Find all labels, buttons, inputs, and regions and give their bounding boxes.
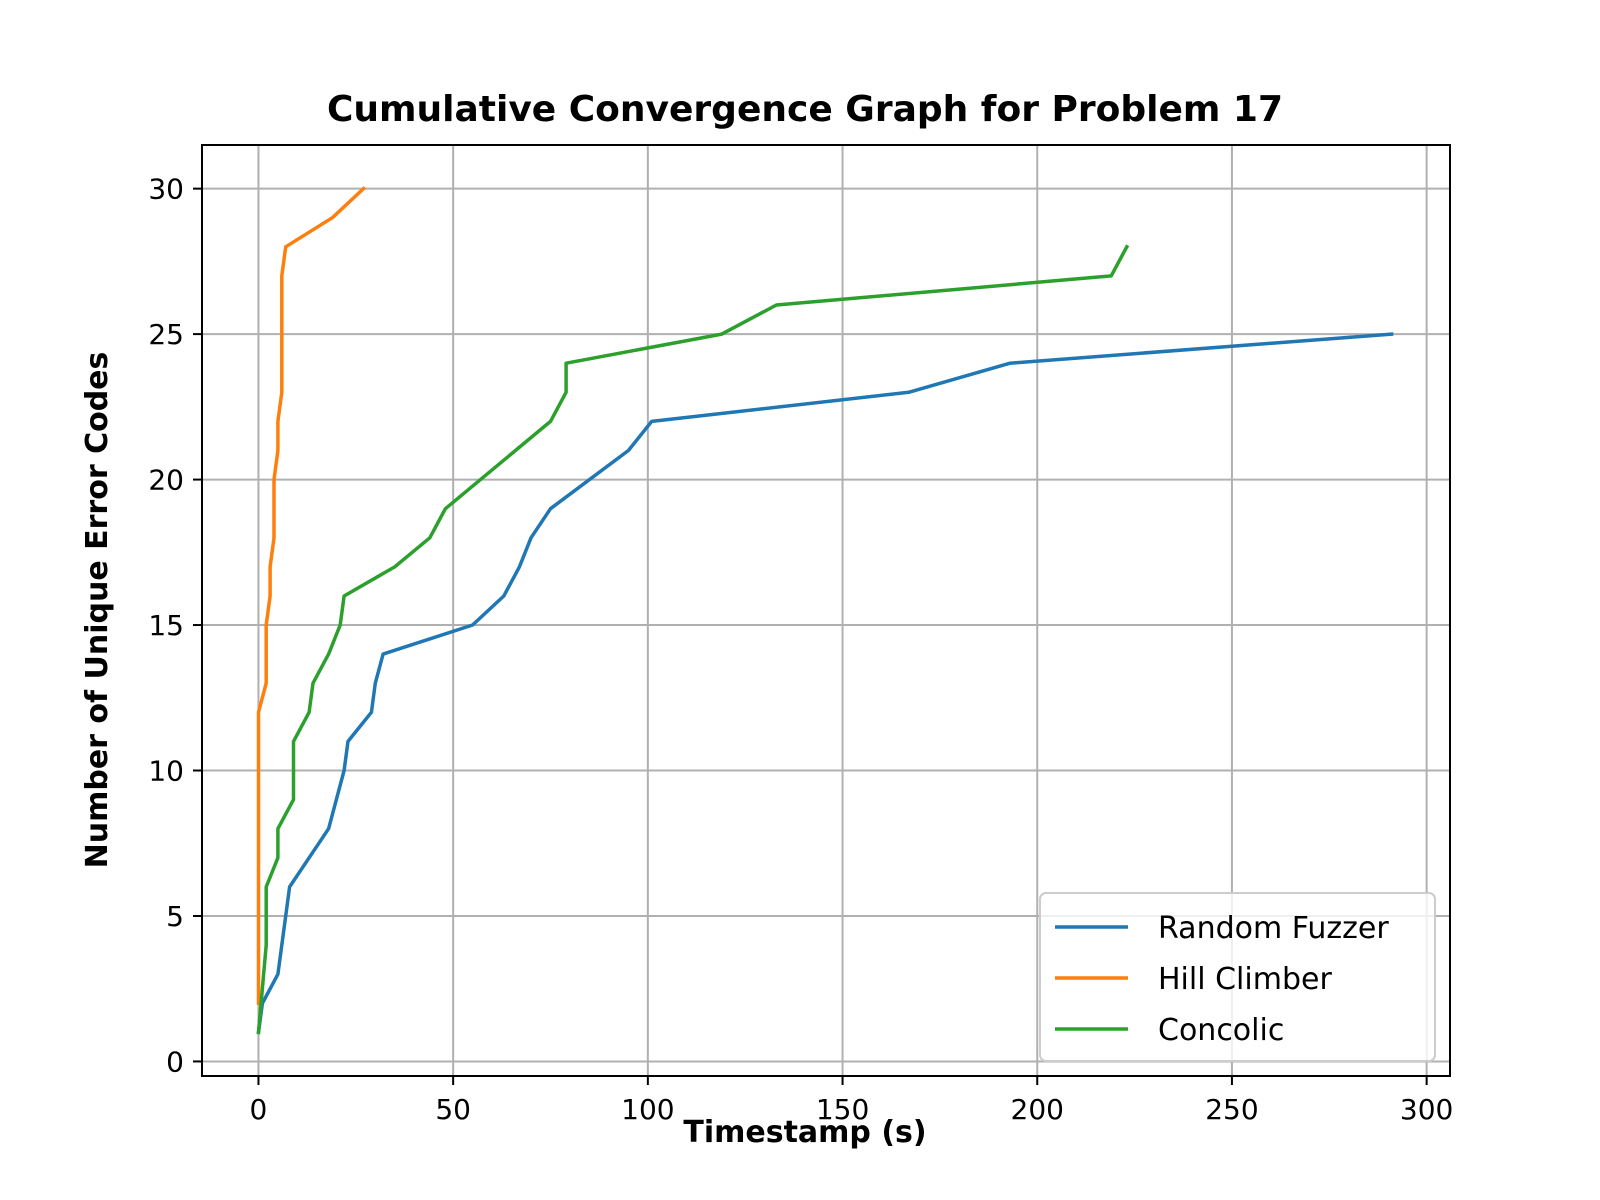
y-tick-label: 0: [166, 1045, 184, 1078]
x-axis-title: Timestamp (s): [683, 1115, 926, 1150]
x-tick-label: 0: [250, 1093, 268, 1126]
axis-ticks: 0 50 100 150 200 250 300 0 5 10 15 20 25 30: [148, 173, 1453, 1126]
series-line-random-fuzzer: [256, 332, 1394, 1035]
grid: [202, 145, 1450, 1076]
y-tick-label: 5: [166, 900, 184, 933]
y-axis-title: Number of Unique Error Codes: [80, 352, 115, 869]
x-tick-label: 250: [1205, 1093, 1258, 1126]
y-tick-label: 30: [148, 173, 184, 206]
x-tick-label: 200: [1011, 1093, 1064, 1126]
legend-label-concolic: Concolic: [1158, 1013, 1284, 1048]
y-tick-label: 25: [148, 318, 184, 351]
y-tick-label: 20: [148, 464, 184, 497]
series-lines: [256, 186, 1394, 1035]
x-tick-label: 100: [621, 1093, 674, 1126]
plot-frame: [201, 144, 1451, 1077]
y-tick-label: 15: [148, 609, 184, 642]
chart-title: Cumulative Convergence Graph for Problem…: [327, 89, 1283, 130]
x-tick-label: 150: [816, 1093, 869, 1126]
series-line-concolic: [256, 244, 1130, 1035]
x-tick-label: 50: [435, 1093, 471, 1126]
legend-box: [1039, 892, 1436, 1062]
legend-label-hill-climber: Hill Climber: [1158, 962, 1332, 997]
y-tick-label: 10: [148, 755, 184, 788]
x-tick-label: 300: [1400, 1093, 1453, 1126]
legend-label-random-fuzzer: Random Fuzzer: [1158, 911, 1389, 946]
series-line-hill-climber: [256, 186, 367, 1006]
legend: Random Fuzzer Hill Climber Concolic: [1039, 892, 1436, 1062]
